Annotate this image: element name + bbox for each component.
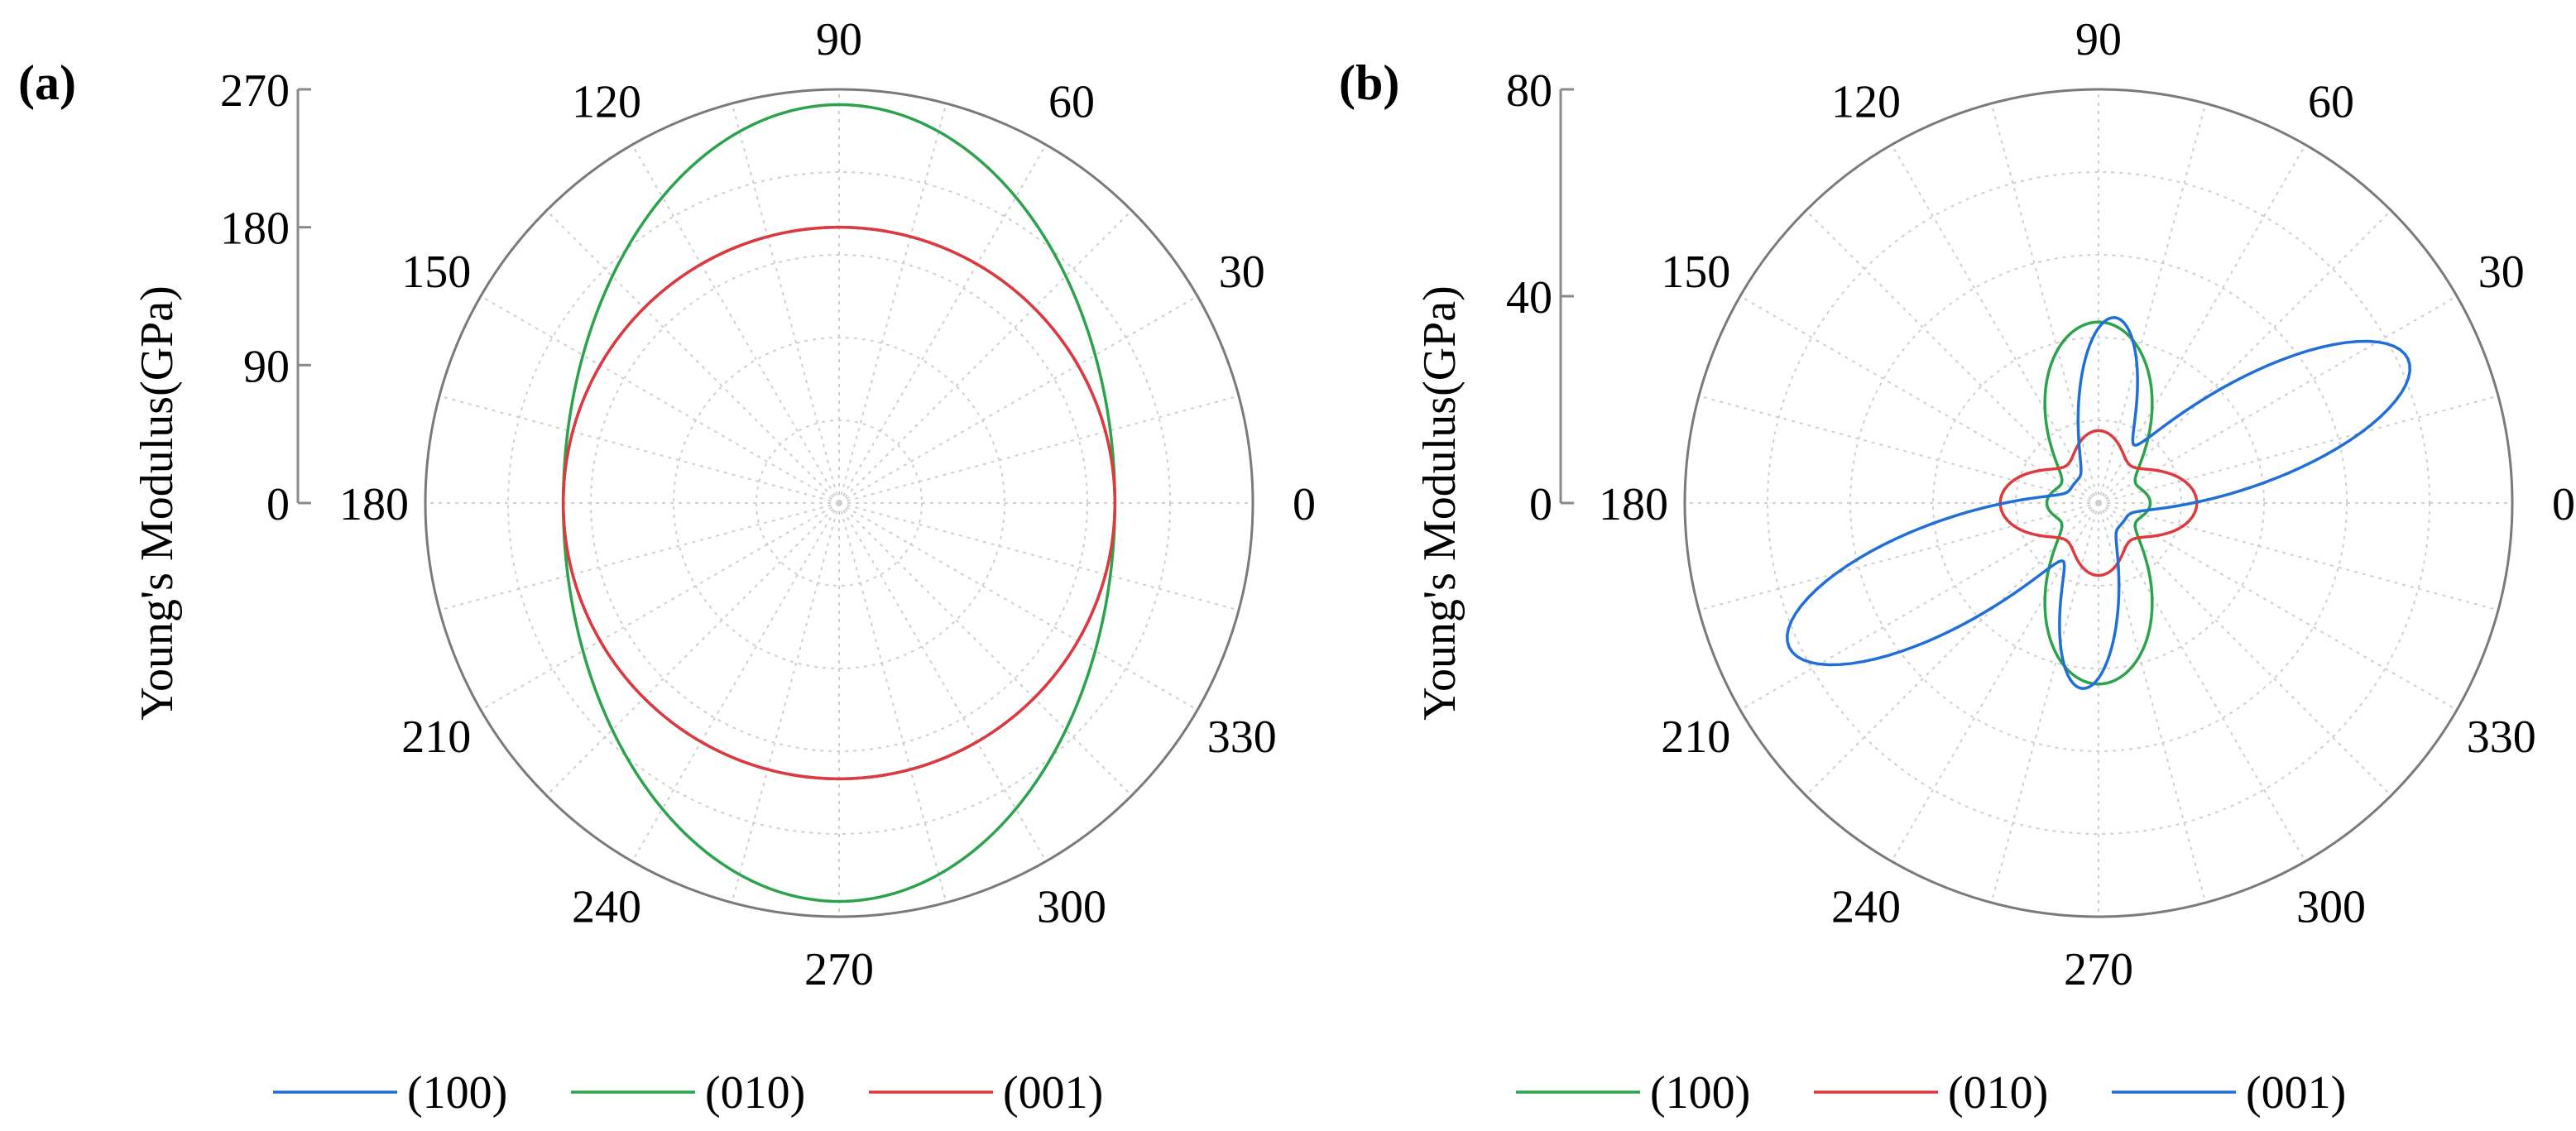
angle-tick-label: 0 xyxy=(1293,479,1316,530)
grid-spoke xyxy=(1891,144,2099,504)
grid-spoke xyxy=(439,502,840,611)
panel-b-ylabel: Young's Modulus(GPa) xyxy=(1414,285,1465,721)
angle-tick-label: 330 xyxy=(2467,712,2536,763)
grid-spoke xyxy=(1990,502,2099,903)
grid-spoke xyxy=(2098,502,2207,903)
grid-spoke xyxy=(1739,502,2099,711)
panel-a-angle-labels: 0 30 60 90 120 150 180 210 240 270 300 330 xyxy=(339,14,1316,995)
radial-tick-label: 0 xyxy=(266,479,290,530)
panel-b-legend: (100) (010) (001) xyxy=(1516,1067,2346,1119)
angle-tick-label: 330 xyxy=(1207,712,1277,763)
panel-b-angle-labels: 0 30 60 90 120 150 180 210 240 270 300 330 xyxy=(1599,14,2575,995)
grid-spoke xyxy=(838,502,1198,711)
panel-a-ylabel: Young's Modulus(GPa) xyxy=(132,285,183,721)
angle-tick-label: 150 xyxy=(1661,247,1730,298)
grid-spoke xyxy=(1805,209,2099,504)
angle-tick-label: 150 xyxy=(401,247,471,298)
panel-a-legend: (100) (010) (001) xyxy=(273,1067,1103,1119)
angle-tick-label: 240 xyxy=(572,882,641,933)
radial-tick-label: 270 xyxy=(220,65,290,117)
grid-spoke xyxy=(838,103,947,504)
grid-spoke xyxy=(838,502,1133,797)
legend-entry: (010) xyxy=(705,1067,805,1119)
series-line-001 xyxy=(561,225,1117,781)
grid-spoke xyxy=(1698,502,2099,611)
grid-spoke xyxy=(439,395,840,504)
angle-tick-label: 270 xyxy=(2064,944,2133,995)
grid-spoke xyxy=(731,502,840,903)
grid-spoke xyxy=(2098,502,2499,611)
outer-circle xyxy=(1683,88,2514,918)
grid-spoke xyxy=(731,103,840,504)
angle-tick-label: 180 xyxy=(339,479,409,530)
panel-a-label: (a) xyxy=(18,55,76,110)
grid-spoke xyxy=(631,502,840,862)
grid-spoke xyxy=(838,295,1198,504)
angle-tick-label: 210 xyxy=(401,712,471,763)
radial-tick-label: 80 xyxy=(1506,65,1552,117)
panel-b-label: (b) xyxy=(1339,55,1399,110)
angle-tick-label: 90 xyxy=(816,14,862,65)
angle-tick-label: 240 xyxy=(1831,882,1901,933)
panel-b-series-group xyxy=(1786,316,2411,690)
legend-entry: (100) xyxy=(1650,1067,1750,1119)
radial-tick-label: 0 xyxy=(1529,479,1552,530)
grid-spoke xyxy=(2098,103,2207,504)
grid-spoke xyxy=(2098,502,2306,862)
series-line-100 xyxy=(2043,320,2154,686)
grid-spoke xyxy=(480,502,840,711)
panel-a-polar-chart: (a) 0 30 60 90 120 150 180 210 240 270 300 330 0 90 1… xyxy=(18,14,1316,1119)
legend-entry: (010) xyxy=(1948,1067,2048,1119)
angle-tick-label: 180 xyxy=(1599,479,1668,530)
grid-spoke xyxy=(2098,295,2458,504)
grid-spoke xyxy=(1891,502,2099,862)
panel-b-radial-axis: 0 40 80 xyxy=(1506,65,1574,530)
panel-b-polar-chart: (b) 0 30 60 90 120 150 180 210 240 270 300 330 0 40 8… xyxy=(1339,14,2575,1119)
panel-a-radial-axis: 0 90 180 270 xyxy=(220,65,311,530)
legend-entry: (001) xyxy=(2246,1067,2346,1119)
grid-spoke xyxy=(631,144,840,504)
angle-tick-label: 210 xyxy=(1661,712,1730,763)
grid-spoke xyxy=(2098,502,2392,797)
angle-tick-label: 30 xyxy=(1219,247,1265,298)
grid-spoke xyxy=(2098,395,2499,504)
angle-tick-label: 120 xyxy=(572,76,641,127)
radial-tick-label: 90 xyxy=(243,341,290,392)
grid-spoke xyxy=(1805,502,2099,797)
angle-tick-label: 60 xyxy=(1048,76,1095,127)
angle-tick-label: 60 xyxy=(2308,76,2354,127)
angle-tick-label: 300 xyxy=(1037,882,1106,933)
legend-entry: (001) xyxy=(1003,1067,1103,1119)
radial-tick-label: 180 xyxy=(220,204,290,255)
grid-spoke xyxy=(838,502,947,903)
angle-tick-label: 0 xyxy=(2552,479,2575,530)
angle-tick-label: 300 xyxy=(2296,882,2366,933)
grid-spoke xyxy=(480,295,840,504)
angle-tick-label: 30 xyxy=(2478,247,2525,298)
grid-spoke xyxy=(2098,144,2306,504)
angle-tick-label: 90 xyxy=(2075,14,2122,65)
grid-spoke xyxy=(838,395,1240,504)
angle-tick-label: 120 xyxy=(1831,76,1901,127)
angle-tick-label: 270 xyxy=(804,944,874,995)
grid-spoke xyxy=(838,209,1133,504)
panel-a-series-group xyxy=(561,103,1117,903)
grid-spoke xyxy=(838,502,1047,862)
grid-spoke xyxy=(1739,295,2099,504)
grid-spoke xyxy=(545,209,840,504)
radial-tick-label: 40 xyxy=(1506,272,1552,323)
grid-spoke xyxy=(545,502,840,797)
grid-spoke xyxy=(838,502,1240,611)
outer-circle xyxy=(424,88,1254,918)
panel-a-grid xyxy=(424,88,1254,918)
series-line-001 xyxy=(1786,316,2411,690)
panel-b-grid xyxy=(1683,88,2514,918)
grid-spoke xyxy=(2098,209,2392,504)
legend-entry: (100) xyxy=(407,1067,507,1119)
grid-spoke xyxy=(2098,502,2458,711)
grid-spoke xyxy=(838,144,1047,504)
grid-spoke xyxy=(1990,103,2099,504)
grid-spoke xyxy=(1698,395,2099,504)
